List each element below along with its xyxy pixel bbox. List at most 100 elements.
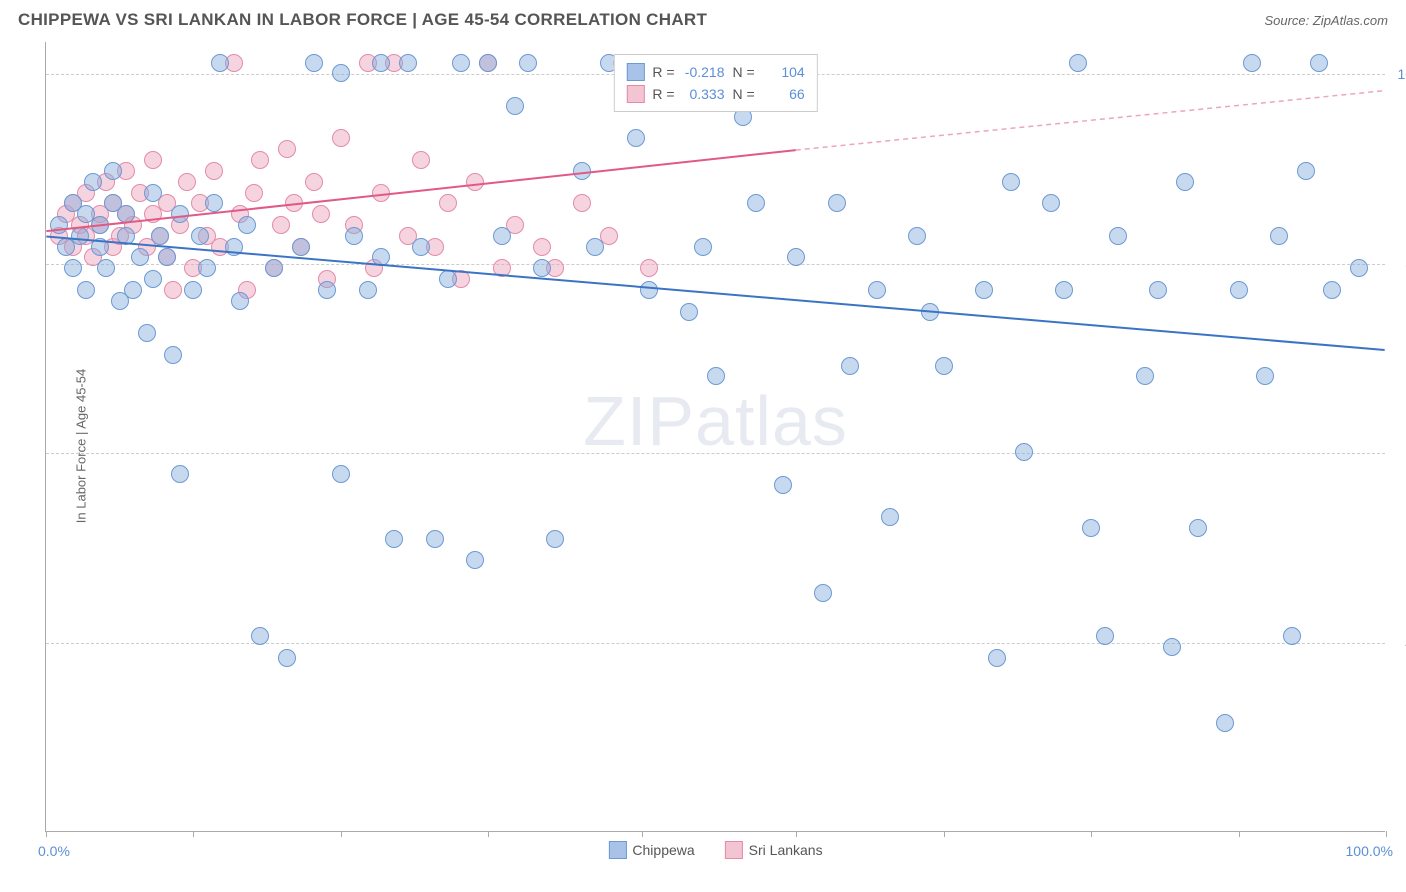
scatter-point-chippewa	[117, 227, 135, 245]
x-tick	[488, 831, 489, 837]
scatter-point-chippewa	[680, 303, 698, 321]
scatter-point-chippewa	[1243, 54, 1261, 72]
x-tick	[1386, 831, 1387, 837]
scatter-point-srilankan	[372, 184, 390, 202]
scatter-point-chippewa	[1096, 627, 1114, 645]
scatter-point-chippewa	[921, 303, 939, 321]
scatter-point-chippewa	[205, 194, 223, 212]
scatter-point-chippewa	[1002, 173, 1020, 191]
scatter-point-srilankan	[312, 205, 330, 223]
gridline	[46, 643, 1385, 644]
swatch-srilankans	[626, 85, 644, 103]
scatter-point-chippewa	[332, 465, 350, 483]
scatter-point-srilankan	[205, 162, 223, 180]
scatter-point-chippewa	[1163, 638, 1181, 656]
scatter-point-chippewa	[171, 205, 189, 223]
scatter-point-chippewa	[151, 227, 169, 245]
scatter-point-chippewa	[1216, 714, 1234, 732]
scatter-point-chippewa	[117, 205, 135, 223]
scatter-point-chippewa	[84, 173, 102, 191]
scatter-point-chippewa	[546, 530, 564, 548]
scatter-point-chippewa	[439, 270, 457, 288]
scatter-point-srilankan	[573, 194, 591, 212]
scatter-point-chippewa	[1042, 194, 1060, 212]
scatter-point-chippewa	[64, 259, 82, 277]
legend-row-srilankans: R = 0.333 N = 66	[626, 83, 804, 105]
legend-item-srilankans: Sri Lankans	[725, 841, 823, 859]
scatter-point-chippewa	[1323, 281, 1341, 299]
scatter-point-chippewa	[97, 259, 115, 277]
legend-item-chippewa: Chippewa	[608, 841, 694, 859]
scatter-point-chippewa	[452, 54, 470, 72]
scatter-point-srilankan	[272, 216, 290, 234]
scatter-point-chippewa	[1055, 281, 1073, 299]
scatter-point-chippewa	[91, 238, 109, 256]
chart-plot-area: ZIPatlas R = -0.218 N = 104 R = 0.333 N …	[45, 42, 1385, 832]
scatter-point-chippewa	[747, 194, 765, 212]
scatter-point-chippewa	[1310, 54, 1328, 72]
scatter-point-chippewa	[586, 238, 604, 256]
scatter-point-chippewa	[1230, 281, 1248, 299]
scatter-point-chippewa	[124, 281, 142, 299]
x-axis-max-label: 100.0%	[1346, 843, 1393, 859]
scatter-point-chippewa	[640, 281, 658, 299]
scatter-point-chippewa	[158, 248, 176, 266]
scatter-point-chippewa	[466, 551, 484, 569]
x-tick	[341, 831, 342, 837]
scatter-point-chippewa	[251, 627, 269, 645]
chart-title: CHIPPEWA VS SRI LANKAN IN LABOR FORCE | …	[18, 10, 707, 30]
gridline	[46, 453, 1385, 454]
gridline	[46, 264, 1385, 265]
y-tick-label: 47.5%	[1390, 635, 1406, 651]
scatter-point-chippewa	[1069, 54, 1087, 72]
scatter-point-srilankan	[412, 151, 430, 169]
scatter-point-srilankan	[285, 194, 303, 212]
scatter-point-chippewa	[1109, 227, 1127, 245]
scatter-point-srilankan	[245, 184, 263, 202]
scatter-point-chippewa	[841, 357, 859, 375]
scatter-point-chippewa	[191, 227, 209, 245]
scatter-point-chippewa	[184, 281, 202, 299]
scatter-point-chippewa	[332, 64, 350, 82]
scatter-point-chippewa	[278, 649, 296, 667]
scatter-point-chippewa	[211, 54, 229, 72]
scatter-point-chippewa	[171, 465, 189, 483]
scatter-point-chippewa	[225, 238, 243, 256]
scatter-point-chippewa	[385, 530, 403, 548]
legend-row-chippewa: R = -0.218 N = 104	[626, 61, 804, 83]
x-tick	[1091, 831, 1092, 837]
y-tick-label: 82.5%	[1390, 256, 1406, 272]
scatter-point-chippewa	[506, 97, 524, 115]
scatter-point-srilankan	[640, 259, 658, 277]
scatter-point-srilankan	[466, 173, 484, 191]
trend-lines-layer	[46, 42, 1385, 831]
scatter-point-chippewa	[881, 508, 899, 526]
scatter-point-chippewa	[1149, 281, 1167, 299]
scatter-point-srilankan	[144, 151, 162, 169]
scatter-point-chippewa	[91, 216, 109, 234]
x-tick	[193, 831, 194, 837]
x-tick	[642, 831, 643, 837]
scatter-point-chippewa	[292, 238, 310, 256]
swatch-srilankans-icon	[725, 841, 743, 859]
scatter-point-chippewa	[694, 238, 712, 256]
x-tick	[46, 831, 47, 837]
scatter-point-chippewa	[426, 530, 444, 548]
scatter-point-chippewa	[1015, 443, 1033, 461]
scatter-point-chippewa	[1176, 173, 1194, 191]
x-axis-min-label: 0.0%	[38, 843, 70, 859]
scatter-point-srilankan	[164, 281, 182, 299]
scatter-point-chippewa	[50, 216, 68, 234]
scatter-point-chippewa	[627, 129, 645, 147]
scatter-point-chippewa	[988, 649, 1006, 667]
scatter-point-chippewa	[412, 238, 430, 256]
scatter-point-chippewa	[908, 227, 926, 245]
scatter-point-chippewa	[305, 54, 323, 72]
scatter-point-chippewa	[345, 227, 363, 245]
scatter-point-chippewa	[131, 248, 149, 266]
source-attribution: Source: ZipAtlas.com	[1264, 13, 1388, 28]
scatter-point-chippewa	[787, 248, 805, 266]
y-tick-label: 65.0%	[1390, 445, 1406, 461]
scatter-point-chippewa	[71, 227, 89, 245]
scatter-point-chippewa	[479, 54, 497, 72]
